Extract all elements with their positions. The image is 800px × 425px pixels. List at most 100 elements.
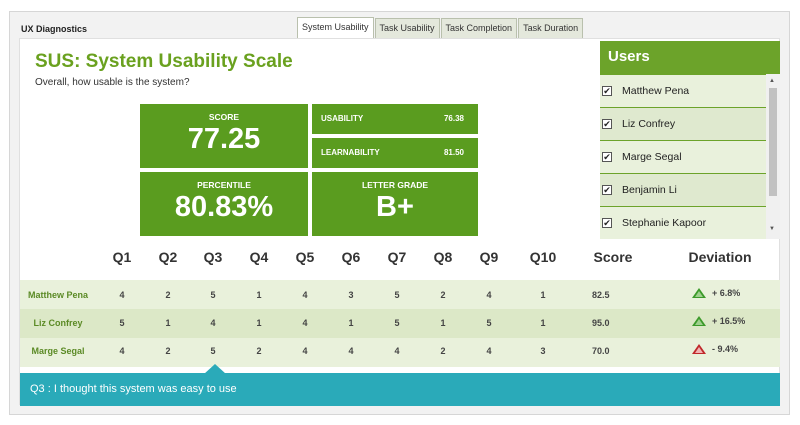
tab-bar: System Usability Task Usability Task Com… <box>297 17 584 38</box>
column-header-q10: Q10 <box>529 249 557 265</box>
score-label: SCORE <box>208 112 240 122</box>
user-list-scrollbar[interactable]: ▲ ▼ <box>766 74 780 239</box>
user-name: Stephanie Kapoor <box>622 217 707 229</box>
table-cell: 5 <box>210 290 216 300</box>
checkbox-icon[interactable]: ✔ <box>602 218 612 228</box>
column-header-q3: Q3 <box>203 249 223 265</box>
percentile-label: PERCENTILE <box>197 180 251 190</box>
table-cell: 4 <box>394 346 400 356</box>
table-cell: 1 <box>540 290 546 300</box>
score-tile: SCORE 77.25 <box>140 104 308 168</box>
trend-down-icon <box>692 344 706 354</box>
letter-grade-tile: LETTER GRADE B+ <box>312 172 478 236</box>
table-cell: 2 <box>256 346 262 356</box>
learnability-value: 81.50 <box>443 148 464 157</box>
score-value: 77.25 <box>187 123 261 155</box>
column-header-q7: Q7 <box>387 249 407 265</box>
scroll-thumb[interactable] <box>769 88 777 196</box>
tooltip-pointer <box>204 364 226 374</box>
table-cell: 4 <box>302 318 308 328</box>
user-item[interactable]: ✔ Liz Confrey <box>600 107 766 140</box>
user-name: Marge Segal <box>622 151 682 163</box>
users-panel: Users ✔ Matthew Pena ✔ Liz Confrey ✔ Mar… <box>600 41 780 239</box>
table-row <box>20 309 780 338</box>
column-header-q8: Q8 <box>433 249 453 265</box>
user-name: Matthew Pena <box>622 85 690 97</box>
usability-value: 76.38 <box>443 114 464 123</box>
letter-grade-value: B+ <box>376 191 414 223</box>
row-score: 82.5 <box>592 290 610 300</box>
column-header-q2: Q2 <box>158 249 178 265</box>
tab-task-completion[interactable]: Task Completion <box>440 18 518 38</box>
table-row <box>20 338 780 367</box>
checkbox-icon[interactable]: ✔ <box>602 119 612 129</box>
user-name: Benjamin Li <box>622 184 677 196</box>
table-cell: 1 <box>540 318 546 328</box>
column-header-deviation: Deviation <box>688 249 752 265</box>
table-cell: 5 <box>394 290 400 300</box>
tab-task-usability[interactable]: Task Usability <box>374 18 440 38</box>
row-score: 95.0 <box>592 318 610 328</box>
row-user-name: Marge Segal <box>31 346 85 356</box>
table-cell: 2 <box>165 346 171 356</box>
user-item[interactable]: ✔ Stephanie Kapoor <box>600 206 766 239</box>
table-cell: 5 <box>119 318 125 328</box>
table-cell: 4 <box>302 346 308 356</box>
checkbox-icon[interactable]: ✔ <box>602 185 612 195</box>
table-cell: 1 <box>348 318 354 328</box>
user-list: ✔ Matthew Pena ✔ Liz Confrey ✔ Marge Seg… <box>600 74 766 239</box>
deviation-value: - 9.4% <box>712 344 739 354</box>
table-cell: 3 <box>348 290 354 300</box>
row-deviation: + 16.5% <box>692 316 745 326</box>
page-subtitle: Overall, how usable is the system? <box>35 77 190 88</box>
user-item[interactable]: ✔ Marge Segal <box>600 140 766 173</box>
column-header-q4: Q4 <box>249 249 269 265</box>
user-name: Liz Confrey <box>622 118 676 130</box>
column-header-q9: Q9 <box>479 249 499 265</box>
table-row <box>20 280 780 309</box>
table-cell: 5 <box>394 318 400 328</box>
tab-task-duration[interactable]: Task Duration <box>518 18 584 38</box>
table-cell: 3 <box>540 346 546 356</box>
app-title: UX Diagnostics <box>21 24 88 34</box>
table-cell: 1 <box>256 290 262 300</box>
deviation-value: + 6.8% <box>712 288 741 298</box>
user-item[interactable]: ✔ Benjamin Li <box>600 173 766 206</box>
table-cell: 4 <box>210 318 216 328</box>
table-cell: 1 <box>165 318 171 328</box>
column-header-q5: Q5 <box>295 249 315 265</box>
checkbox-icon[interactable]: ✔ <box>602 152 612 162</box>
row-user-name: Liz Confrey <box>33 318 83 328</box>
table-cell: 4 <box>119 346 125 356</box>
letter-grade-label: LETTER GRADE <box>361 180 429 190</box>
scroll-down-arrow-icon[interactable]: ▼ <box>769 226 775 232</box>
percentile-tile: PERCENTILE 80.83% <box>140 172 308 236</box>
learnability-tile: LEARNABILITY 81.50 <box>312 138 478 168</box>
page-title: SUS: System Usability Scale <box>35 51 293 72</box>
row-deviation: - 9.4% <box>692 344 738 354</box>
table-cell: 4 <box>119 290 125 300</box>
scroll-up-arrow-icon[interactable]: ▲ <box>769 78 775 84</box>
table-cell: 5 <box>210 346 216 356</box>
column-header-q6: Q6 <box>341 249 361 265</box>
table-cell: 4 <box>302 290 308 300</box>
checkbox-icon[interactable]: ✔ <box>602 86 612 96</box>
question-tooltip: Q3 : I thought this system was easy to u… <box>20 373 780 406</box>
usability-label: USABILITY <box>321 114 364 123</box>
column-header-score: Score <box>593 249 633 265</box>
table-cell: 5 <box>486 318 492 328</box>
row-user-name: Matthew Pena <box>27 290 88 300</box>
trend-up-icon <box>692 288 706 298</box>
table-cell: 2 <box>165 290 171 300</box>
user-item[interactable]: ✔ Matthew Pena <box>600 74 766 107</box>
table-cell: 1 <box>256 318 262 328</box>
table-cell: 4 <box>486 346 492 356</box>
row-score: 70.0 <box>592 346 610 356</box>
usability-tile: USABILITY 76.38 <box>312 104 478 134</box>
column-header-q1: Q1 <box>112 249 132 265</box>
tab-system-usability[interactable]: System Usability <box>297 17 374 38</box>
percentile-value: 80.83% <box>174 191 274 223</box>
trend-up-icon <box>692 316 706 326</box>
table-cell: 2 <box>440 346 446 356</box>
learnability-label: LEARNABILITY <box>321 148 380 157</box>
